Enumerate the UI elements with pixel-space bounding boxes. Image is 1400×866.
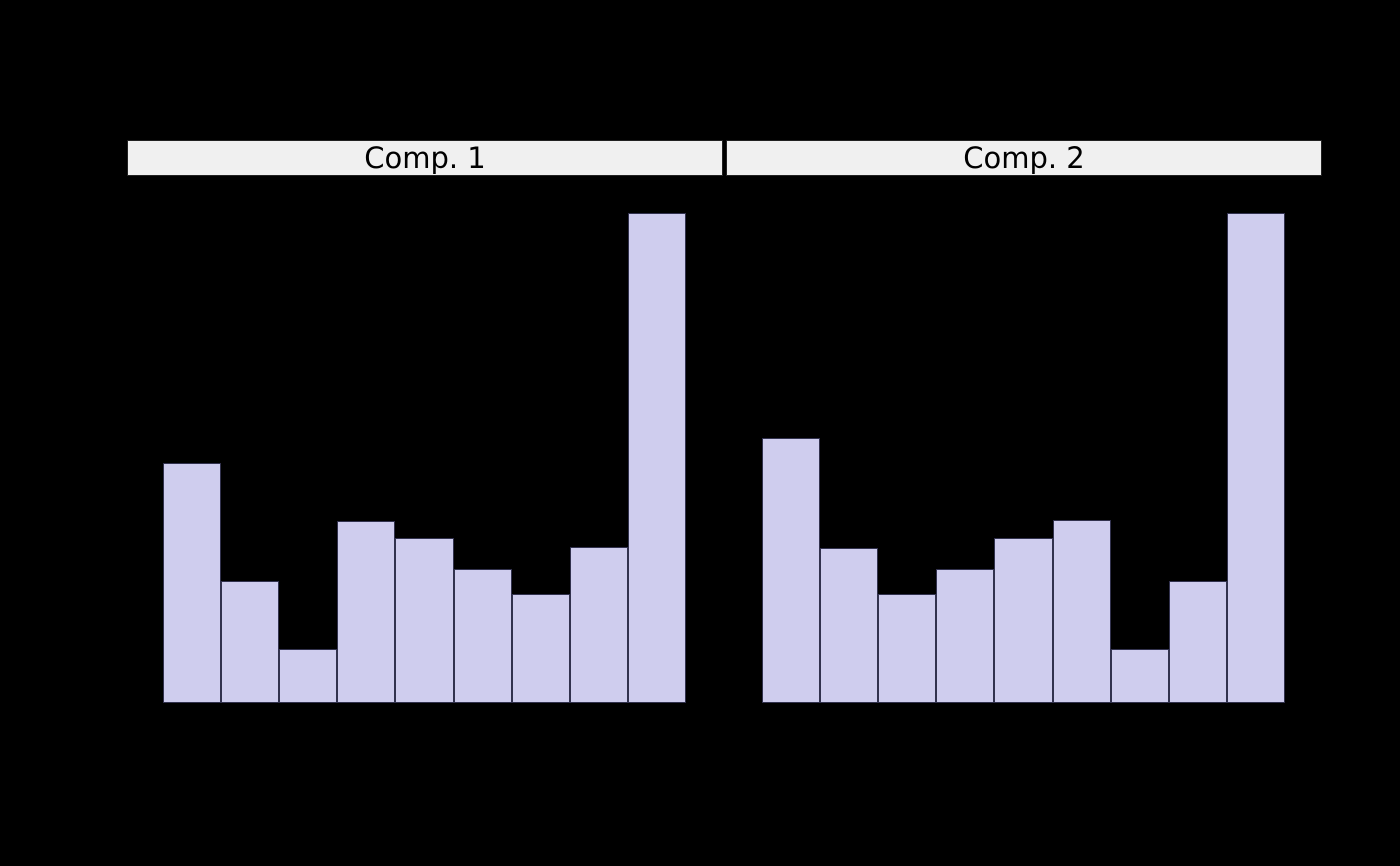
facet-strip-comp-2: Comp. 2 bbox=[726, 140, 1322, 176]
bar bbox=[279, 649, 338, 703]
bar bbox=[1168, 581, 1227, 703]
bar bbox=[1052, 520, 1111, 703]
bar bbox=[1110, 649, 1169, 703]
bar bbox=[453, 569, 512, 703]
bar bbox=[820, 548, 879, 703]
bar bbox=[1226, 213, 1285, 703]
facet-strip-label-comp-2: Comp. 2 bbox=[963, 140, 1085, 175]
bar bbox=[878, 594, 937, 703]
bar bbox=[511, 594, 570, 703]
bar bbox=[337, 521, 396, 703]
bar bbox=[936, 569, 995, 703]
bar bbox=[762, 438, 821, 703]
bar bbox=[163, 463, 222, 703]
bar bbox=[994, 538, 1053, 703]
bar bbox=[569, 547, 628, 703]
bar bbox=[627, 213, 686, 703]
facet-strip-label-comp-1: Comp. 1 bbox=[364, 140, 486, 175]
facet-strip-comp-1: Comp. 1 bbox=[127, 140, 723, 176]
bar bbox=[221, 581, 280, 703]
bar bbox=[395, 538, 454, 703]
